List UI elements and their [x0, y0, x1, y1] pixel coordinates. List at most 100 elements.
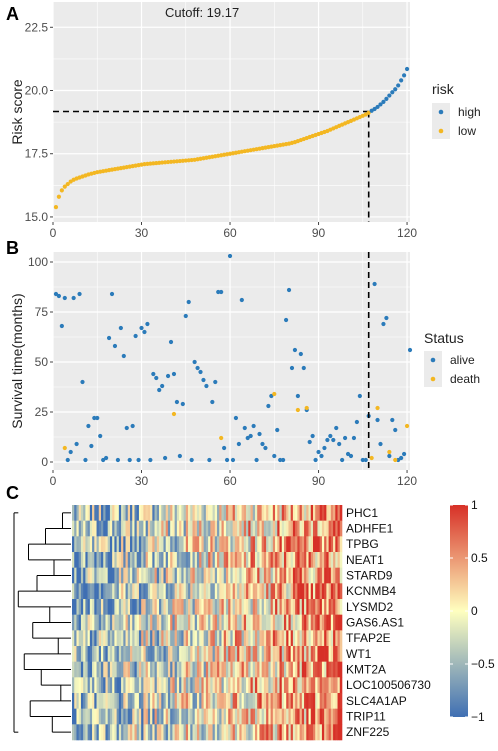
heatmap-cell	[212, 614, 216, 631]
heatmap-cell	[257, 520, 260, 537]
heatmap-cell	[132, 505, 135, 521]
heatmap-cell	[72, 646, 75, 662]
heatmap-cell	[333, 630, 336, 647]
heatmap-cell	[174, 677, 178, 694]
heatmap-cell	[190, 677, 193, 694]
heatmap-cell	[214, 567, 218, 584]
heatmap-cell	[170, 693, 173, 709]
heatmap-cell	[103, 630, 106, 647]
heatmap-cell	[114, 646, 117, 662]
heatmap-cell	[306, 505, 309, 521]
heatmap-cell	[72, 614, 75, 631]
heatmap-cell	[217, 599, 220, 615]
risk-score-plot: 0 30 60 90 120 15.017.520.022.5 Cutoff: 19.1…	[9, 2, 481, 240]
heatmap-cell	[254, 505, 258, 521]
heatmap-cell	[270, 724, 274, 741]
heatmap-cell	[85, 552, 88, 568]
heatmap-cell	[98, 677, 102, 694]
heatmap-cell	[228, 677, 231, 694]
heatmap-cell	[252, 646, 256, 662]
heatmap-cell	[319, 599, 323, 615]
survival-point-alive	[53, 291, 59, 297]
heatmap-cell	[116, 693, 120, 709]
heatmap-cell	[252, 693, 256, 709]
heatmap-cell	[205, 599, 209, 615]
heatmap-cell	[107, 724, 111, 741]
heatmap-cell	[263, 520, 267, 537]
heatmap-cell	[232, 708, 236, 725]
heatmap-cell	[221, 724, 225, 741]
heatmap-cell	[241, 661, 245, 678]
heatmap-cell	[308, 693, 312, 709]
heatmap-cell	[147, 646, 151, 662]
heatmap-cell	[150, 693, 153, 709]
legend-key-high	[438, 109, 444, 115]
survival-y-axis-label: Survival time(months)	[9, 293, 25, 428]
heatmap-cell	[114, 677, 117, 694]
heatmap-cell	[127, 520, 131, 537]
heatmap-cell	[317, 724, 320, 741]
heatmap-cell	[199, 661, 202, 678]
heatmap-cell	[185, 661, 189, 678]
risk-y-ticks: 15.017.520.022.5	[25, 20, 53, 224]
heatmap-cell	[150, 677, 153, 694]
heatmap-cell	[292, 567, 296, 584]
heatmap-cell	[141, 677, 144, 694]
survival-point-alive	[118, 325, 123, 331]
heatmap-cell	[221, 630, 225, 647]
heatmap-cell	[306, 520, 309, 537]
heatmap-cell	[167, 693, 171, 709]
heatmap-cell	[299, 552, 303, 568]
heatmap-cell	[333, 724, 336, 741]
heatmap-cell	[288, 693, 291, 709]
heatmap-cell	[321, 552, 325, 568]
heatmap-cell	[176, 708, 180, 725]
heatmap-cell	[275, 505, 278, 521]
survival-point-alive	[195, 365, 200, 371]
heatmap-cell	[185, 505, 189, 521]
heatmap-cell	[212, 583, 216, 600]
heatmap-cell	[239, 599, 242, 615]
heatmap-cell	[98, 661, 102, 678]
heatmap-cell	[234, 536, 238, 553]
risk-point-high	[375, 104, 380, 110]
heatmap-cell	[326, 505, 329, 521]
heatmap-cell	[223, 520, 227, 537]
heatmap-cell	[288, 724, 291, 741]
heatmap-cell	[123, 505, 126, 521]
heatmap-cell	[188, 567, 191, 584]
heatmap-cell	[176, 630, 180, 647]
heatmap-cell	[317, 677, 320, 694]
heatmap-cell	[304, 520, 307, 537]
heatmap-cell	[194, 599, 198, 615]
heatmap-cell	[192, 520, 196, 537]
heatmap-cell	[339, 583, 343, 600]
survival-point-alive	[112, 343, 118, 349]
heatmap-cell	[159, 599, 162, 615]
heatmap-cell	[192, 614, 196, 631]
heatmap-cell	[308, 630, 312, 647]
heatmap-cell	[315, 536, 318, 553]
heatmap-cell	[335, 693, 338, 709]
heatmap-cell	[330, 677, 334, 694]
heatmap-cell	[89, 661, 93, 678]
survival-point-death	[62, 445, 67, 451]
heatmap-cell	[252, 520, 256, 537]
heatmap-cell	[159, 520, 162, 537]
heatmap-cell	[147, 677, 151, 694]
heatmap-cell	[83, 614, 86, 631]
heatmap-cell	[324, 693, 327, 709]
heatmap-cell	[214, 646, 218, 662]
heatmap-cell	[72, 661, 75, 678]
survival-point-alive	[142, 329, 147, 335]
heatmap-cell	[266, 536, 269, 553]
heatmap-cell	[101, 708, 104, 725]
heatmap-cell	[297, 661, 300, 678]
heatmap-cell	[76, 567, 79, 584]
heatmap-cell	[214, 630, 218, 647]
heatmap-cell	[310, 536, 314, 553]
heatmap-cell	[304, 630, 307, 647]
row-dendrogram	[13, 512, 71, 733]
heatmap-cell	[228, 630, 231, 647]
heatmap-cell	[337, 583, 341, 600]
